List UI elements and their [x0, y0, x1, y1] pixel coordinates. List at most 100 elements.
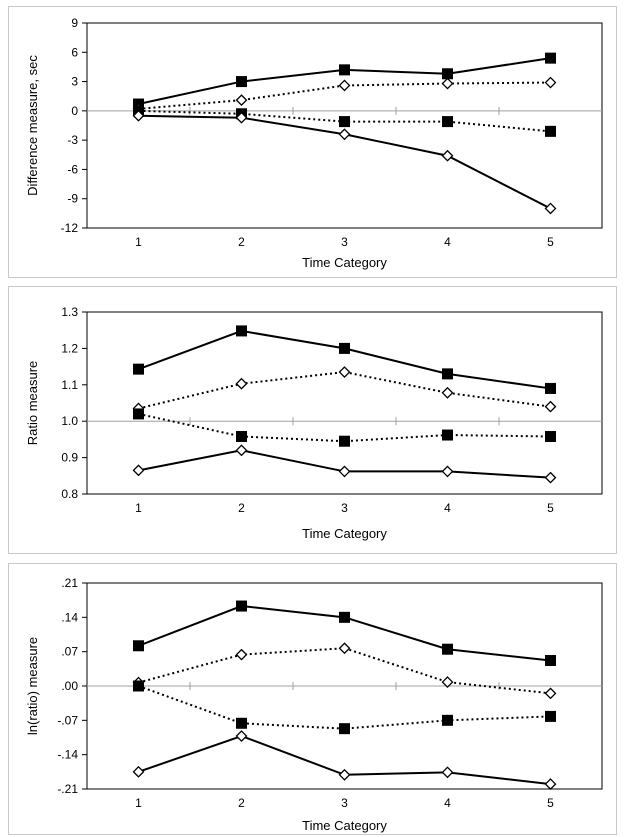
- x-axis-title: Time Category: [302, 255, 387, 270]
- ratio-chart: 1.3 1.2 1.1 1.0 0.9 0.8 1 2 3 4 5 Time Category Rati…: [25, 305, 603, 541]
- series-0-point: [545, 654, 556, 666]
- series-0-point: [442, 368, 453, 380]
- series-1-point: [441, 386, 454, 399]
- y-tick-label: 3: [71, 75, 78, 89]
- series-1-point: [544, 400, 557, 413]
- difference-chart-panel: 9 6 3 0 -3 -6 -9 -12 1 2 3 4 5 Time Category Differenc…: [8, 6, 617, 278]
- series-3-point: [441, 465, 454, 478]
- series-2-point: [236, 430, 247, 442]
- x-tick-label: 5: [547, 501, 554, 515]
- y-tick-label: .14: [61, 610, 78, 624]
- series-2-point: [339, 723, 350, 735]
- x-tick-label: 3: [341, 796, 348, 810]
- series-0-point: [442, 643, 453, 655]
- series-0-point: [133, 640, 144, 652]
- series-1-point: [441, 676, 454, 688]
- y-tick-label: 1.0: [61, 414, 78, 428]
- x-tick-label: 4: [444, 796, 451, 810]
- x-tick-label: 2: [238, 501, 245, 515]
- y-tick-label: .00: [61, 679, 78, 693]
- series-2-point: [442, 429, 453, 441]
- series-3-point: [544, 202, 557, 215]
- y-tick-label: -6: [67, 162, 78, 176]
- x-axis-title: Time Category: [302, 818, 387, 833]
- series-0-point: [339, 611, 350, 623]
- series-1-point: [235, 94, 248, 107]
- y-tick-label: -.07: [57, 713, 78, 727]
- series-0-point: [236, 600, 247, 612]
- y-axis-title: Ratio measure: [25, 361, 40, 446]
- series-0-point: [442, 68, 453, 80]
- y-tick-label: -9: [67, 192, 78, 206]
- y-tick-label: .07: [61, 645, 78, 659]
- series-1-point: [235, 648, 248, 661]
- y-tick-label: 1.1: [61, 378, 78, 392]
- plot-frame: [86, 22, 603, 229]
- series-0-point: [545, 52, 556, 64]
- series-3-point: [338, 768, 351, 781]
- series-3-point: [235, 730, 248, 742]
- y-tick-label: -.21: [57, 782, 78, 796]
- series-3-point: [132, 765, 145, 778]
- series-2-point: [236, 717, 247, 729]
- series-2-point: [339, 435, 350, 447]
- x-tick-label: 1: [135, 235, 142, 249]
- y-axis-title: ln(ratio) measure: [25, 637, 40, 735]
- series-1-point: [338, 79, 351, 92]
- x-tick-label: 1: [135, 501, 142, 515]
- x-tick-label: 4: [444, 235, 451, 249]
- ratio-chart-panel: 1.3 1.2 1.1 1.0 0.9 0.8 1 2 3 4 5 Time Category Rati…: [8, 286, 617, 554]
- series-2-point: [442, 116, 453, 128]
- series-3-point: [132, 109, 145, 122]
- plot-frame: [86, 311, 603, 495]
- y-tick-label: -12: [61, 221, 79, 235]
- x-tick-label: 3: [341, 235, 348, 249]
- series-2-point: [339, 116, 350, 128]
- series-2-line: [138, 685, 551, 730]
- series-0-point: [133, 363, 144, 375]
- y-axis-title: Difference measure, sec: [25, 55, 40, 196]
- series-0-point: [236, 325, 247, 337]
- series-3-point: [235, 111, 248, 124]
- series-1-point: [338, 642, 351, 655]
- y-tick-label: 9: [71, 16, 78, 30]
- x-tick-label: 2: [238, 235, 245, 249]
- series-0-point: [545, 382, 556, 394]
- series-1-line: [138, 647, 551, 695]
- series-1-point: [441, 77, 454, 90]
- y-tick-label: 0.8: [61, 487, 78, 501]
- series-2-point: [133, 680, 144, 692]
- series-3-point: [544, 778, 557, 791]
- series-3-point: [441, 149, 454, 162]
- series-3-point: [132, 464, 145, 477]
- y-tick-label: 1.2: [61, 341, 78, 355]
- y-tick-label: 1.3: [61, 305, 78, 319]
- y-tick-label: 0.9: [61, 451, 78, 465]
- series-1-point: [544, 76, 557, 89]
- x-tick-label: 1: [135, 796, 142, 810]
- series-2-point: [442, 714, 453, 726]
- series-3-point: [441, 766, 454, 779]
- series-0-point: [339, 342, 350, 354]
- y-tick-label: -3: [67, 133, 78, 147]
- ln-ratio-chart: .21 .14 .07 .00 -.07 -.14 -.21 1 2 3 4 5 Time Catego…: [25, 576, 603, 833]
- series-1-point: [338, 366, 351, 378]
- x-tick-label: 2: [238, 796, 245, 810]
- series-3-point: [544, 471, 557, 484]
- series-1-line: [138, 371, 551, 410]
- x-axis-title: Time Category: [302, 526, 387, 541]
- y-tick-label: -.14: [57, 748, 78, 762]
- x-tick-label: 3: [341, 501, 348, 515]
- series-2-point: [545, 125, 556, 137]
- y-tick-label: .21: [61, 576, 78, 590]
- series-0-point: [236, 76, 247, 88]
- series-3-point: [338, 465, 351, 478]
- x-tick-label: 5: [547, 796, 554, 810]
- series-3-point: [235, 444, 248, 457]
- x-tick-label: 5: [547, 235, 554, 249]
- series-1-point: [544, 687, 557, 700]
- series-2-point: [545, 430, 556, 442]
- series-2-point: [545, 710, 556, 722]
- series-1-point: [235, 377, 248, 390]
- series-2-point: [133, 408, 144, 420]
